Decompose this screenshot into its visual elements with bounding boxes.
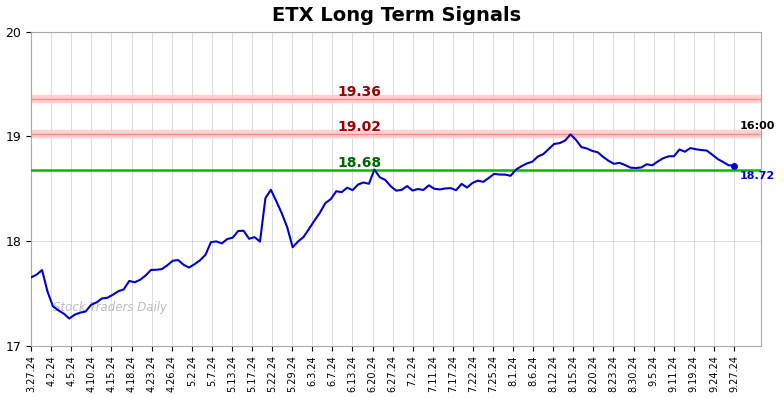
Text: 19.02: 19.02 bbox=[338, 120, 382, 134]
Title: ETX Long Term Signals: ETX Long Term Signals bbox=[271, 6, 521, 25]
Text: Stock Traders Daily: Stock Traders Daily bbox=[53, 301, 167, 314]
Text: 16:00: 16:00 bbox=[739, 121, 775, 131]
Text: 18.68: 18.68 bbox=[338, 156, 382, 170]
Text: 18.72: 18.72 bbox=[739, 171, 775, 181]
Text: 19.36: 19.36 bbox=[338, 85, 382, 99]
